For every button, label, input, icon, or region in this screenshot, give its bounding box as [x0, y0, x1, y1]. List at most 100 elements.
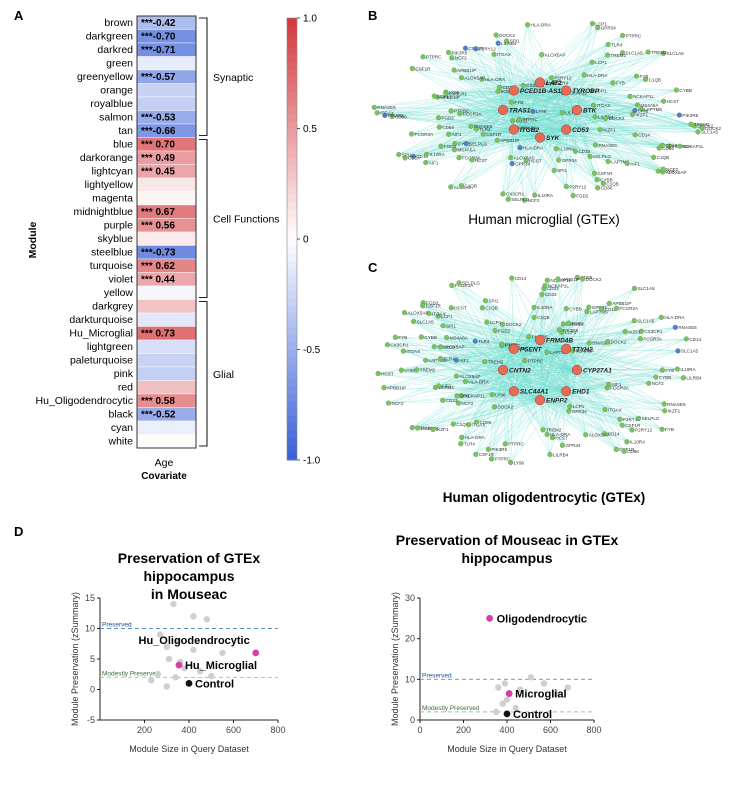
network-edge — [513, 90, 628, 164]
network-edge — [471, 137, 541, 161]
node-label: TREM2 — [610, 53, 626, 58]
network-edge — [412, 348, 514, 428]
network-node — [491, 404, 497, 410]
network-edge — [565, 309, 603, 392]
heatmap-cell — [136, 339, 197, 354]
colorbar-segment — [287, 430, 297, 439]
colorbar-tick-label: 0.5 — [303, 124, 317, 135]
network-node — [589, 21, 595, 27]
node-label: MS4A6A — [457, 147, 476, 152]
hub-label: LAT2 — [546, 80, 562, 87]
network-edge — [566, 76, 637, 91]
node-label: LAPTM5 — [429, 358, 447, 363]
hub-node — [571, 104, 583, 116]
network-edge — [412, 68, 514, 130]
colorbar-segment — [287, 165, 297, 174]
network-node — [659, 367, 665, 373]
colorbar-segment — [287, 62, 297, 71]
network-edge — [502, 109, 525, 201]
network-edge — [383, 369, 504, 388]
background-point — [564, 684, 572, 691]
network-edge — [566, 90, 663, 146]
network-node — [440, 323, 446, 329]
network-edge — [510, 348, 515, 463]
network-edge — [471, 82, 541, 161]
network-edge — [510, 399, 541, 463]
network-edge — [513, 90, 660, 149]
network-edge — [552, 369, 578, 438]
network-edge — [546, 352, 578, 371]
network-edge — [439, 90, 514, 128]
node-label: GPR34 — [572, 409, 588, 414]
node-label: APBB1IP — [500, 138, 519, 143]
node-label: LAPTM5 — [611, 159, 629, 164]
network-edge — [456, 369, 504, 397]
node-label: GPR34 — [565, 443, 581, 448]
network-edge — [539, 339, 628, 442]
network-edge — [486, 322, 578, 371]
network-node — [544, 349, 550, 355]
network-edge — [395, 337, 567, 392]
plot-title-line: Preservation of Mouseac in GTEx — [396, 532, 619, 548]
network-edge — [576, 104, 638, 111]
network-edge — [519, 119, 567, 130]
panel-letter-a: A — [14, 8, 24, 23]
network-edge — [412, 399, 541, 428]
network-edge — [576, 338, 641, 371]
group-label: Synaptic — [213, 72, 253, 84]
x-tick-label: 800 — [270, 725, 285, 735]
node-label: P2RY12 — [623, 417, 640, 422]
node-label: PTPRC — [528, 358, 544, 363]
node-label: NCKAP1L — [550, 278, 571, 283]
network-node — [627, 93, 633, 99]
background-point — [527, 674, 535, 681]
network-edge — [388, 399, 541, 404]
network-edge — [440, 82, 541, 147]
network-edge — [493, 54, 567, 130]
colorbar-segment — [287, 401, 297, 409]
network-edge — [513, 350, 573, 392]
heatmap-cell — [136, 434, 197, 449]
network-node — [499, 341, 505, 347]
network-node — [629, 111, 636, 118]
network-node — [508, 460, 514, 466]
network-node — [516, 116, 522, 122]
background-point — [196, 668, 204, 675]
network-edge — [513, 309, 602, 392]
network-edge — [494, 369, 578, 408]
node-label: LCP1 — [490, 320, 502, 325]
network-edge — [404, 312, 514, 392]
network-edge — [513, 44, 609, 130]
network-edge — [442, 369, 504, 401]
node-label: AIF1 — [630, 161, 640, 166]
correlation-label: ***-0.53 — [141, 113, 176, 124]
node-label: NCKAP1L — [566, 90, 587, 95]
network-edge — [412, 68, 541, 138]
node-label: RNASE6 — [592, 341, 611, 346]
network-edge — [539, 104, 638, 138]
y-tick-label: 20 — [405, 634, 415, 644]
network-edge — [565, 23, 593, 130]
network-edge — [539, 82, 596, 117]
network-edge — [412, 339, 541, 428]
network-edge — [432, 348, 567, 430]
network-node — [523, 157, 529, 164]
network-edge — [450, 109, 504, 188]
network-microglial: SLC1A5 CD14 LCP1 FCGR3A HLA-DRA ITGAX CSF1R PTP… — [371, 21, 722, 203]
network-edge — [539, 399, 548, 435]
network-edge — [468, 369, 578, 425]
network-edge — [377, 90, 514, 113]
network-node — [445, 49, 452, 56]
network-edge — [576, 369, 649, 384]
network-node — [606, 381, 612, 387]
background-point — [154, 671, 162, 678]
background-point — [174, 637, 182, 644]
node-label: CD14 — [638, 133, 650, 138]
heatmap-cell — [136, 191, 197, 206]
network-edge — [461, 77, 567, 91]
network-node — [597, 127, 603, 133]
network-edge — [451, 285, 567, 349]
network-edge — [513, 129, 527, 161]
network-node — [563, 306, 569, 312]
network-node — [544, 431, 550, 437]
